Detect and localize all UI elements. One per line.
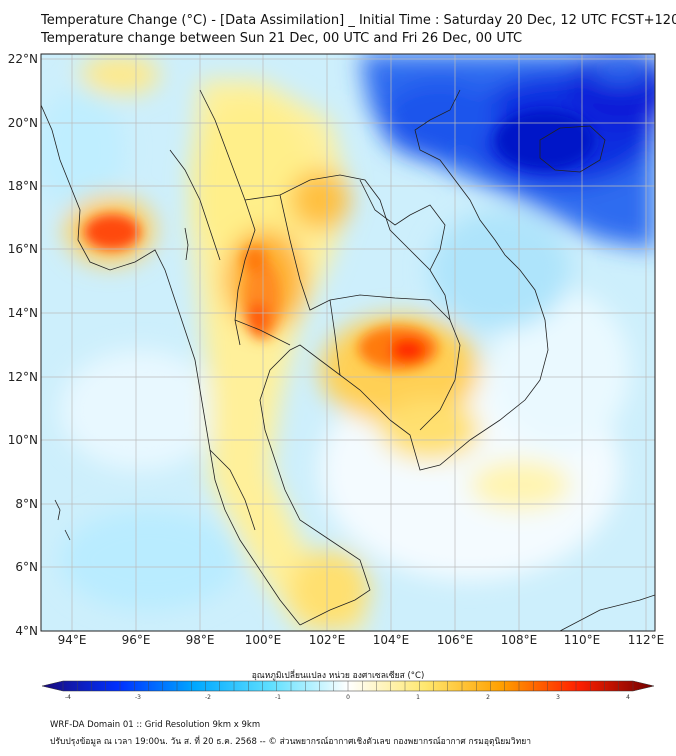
map-frame: [40, 53, 656, 632]
chart-title-line1: Temperature Change (°C) - [Data Assimila…: [41, 13, 676, 28]
lon-label: 94°E: [58, 633, 87, 647]
lat-label: 18°N: [8, 179, 38, 193]
lat-label: 16°N: [8, 242, 38, 256]
lat-label: 4°N: [15, 624, 38, 638]
lon-label: 108°E: [501, 633, 538, 647]
lon-label: 96°E: [122, 633, 151, 647]
colorbar-tick-label: -1: [275, 694, 281, 701]
lon-label: 106°E: [437, 633, 474, 647]
lon-label: 110°E: [564, 633, 601, 647]
colorbar: -4 -3 -2 -1 0 1 2 3 4: [41, 680, 655, 701]
colorbar-tick-label: 0: [346, 694, 350, 701]
footer-credit: ปรับปรุงข้อมูล ณ เวลา 19:00น. วัน ส. ที่…: [50, 737, 531, 747]
chart-title-line2: Temperature change between Sun 21 Dec, 0…: [41, 31, 523, 46]
latitude-labels: 22°N 20°N 18°N 16°N 14°N 12°N 10°N 8°N 6…: [8, 52, 38, 638]
colorbar-tick-label: 1: [416, 694, 420, 701]
colorbar-tick-label: 3: [556, 694, 560, 701]
lat-label: 14°N: [8, 306, 38, 320]
lat-label: 8°N: [15, 497, 38, 511]
lon-label: 100°E: [245, 633, 282, 647]
graticule: [41, 54, 655, 631]
lat-label: 20°N: [8, 116, 38, 130]
lon-label: 98°E: [186, 633, 215, 647]
footer-model-info: WRF-DA Domain 01 :: Grid Resolution 9km …: [50, 720, 261, 730]
colorbar-title: อุณหภูมิเปลี่ยนแปลง หน่วย องศาเซลเซียส (…: [251, 671, 425, 681]
lon-label: 102°E: [309, 633, 346, 647]
colorbar-tick-label: -4: [65, 694, 71, 701]
lat-label: 12°N: [8, 370, 38, 384]
colorbar-tick-label: 4: [626, 694, 630, 701]
longitude-labels: 94°E 96°E 98°E 100°E 102°E 104°E 106°E 1…: [58, 633, 665, 647]
colorbar-tick-label: 2: [486, 694, 490, 701]
lon-label: 104°E: [373, 633, 410, 647]
temperature-field: [41, 54, 655, 631]
coastlines-borders: [41, 89, 655, 631]
lat-label: 6°N: [15, 560, 38, 574]
colorbar-tick-label: -3: [135, 694, 141, 701]
lat-label: 22°N: [8, 52, 38, 66]
lon-label: 112°E: [628, 633, 665, 647]
colorbar-tick-label: -2: [205, 694, 211, 701]
lat-label: 10°N: [8, 433, 38, 447]
